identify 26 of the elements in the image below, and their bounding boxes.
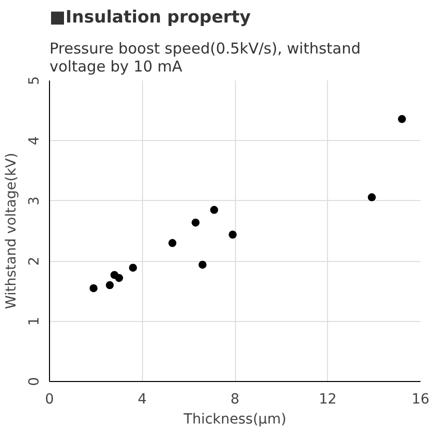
x-tick-label: 0	[45, 392, 54, 408]
point	[198, 260, 207, 269]
point	[128, 264, 137, 272]
point	[192, 218, 200, 227]
y-tick-label: 3	[26, 196, 42, 206]
x-axis-title: Thickness(µm)	[182, 412, 286, 428]
point	[90, 284, 98, 292]
chart-title: ■Insulation property	[50, 8, 251, 28]
y-tick-label: 4	[26, 136, 42, 146]
point	[368, 193, 376, 202]
x-tick-label: 16	[412, 392, 430, 408]
x-tick-label: 8	[230, 392, 240, 408]
y-tick-label: 2	[26, 256, 42, 266]
chart-subtitle: Pressure boost speed(0.5kV/s), withstand voltage by 10 mA	[50, 40, 361, 76]
point	[228, 230, 237, 239]
point	[115, 274, 124, 282]
y-axis-title: Withstand voltage(kV)	[4, 152, 20, 310]
y-tick-label: 5	[26, 76, 42, 85]
point	[398, 115, 406, 124]
y-tick-label: 1	[26, 316, 42, 326]
x-tick-label: 12	[318, 392, 337, 408]
point	[210, 206, 218, 214]
point	[106, 281, 114, 290]
y-tick-label: 0	[26, 377, 42, 386]
point	[168, 239, 176, 248]
x-tick-label: 4	[138, 392, 147, 408]
